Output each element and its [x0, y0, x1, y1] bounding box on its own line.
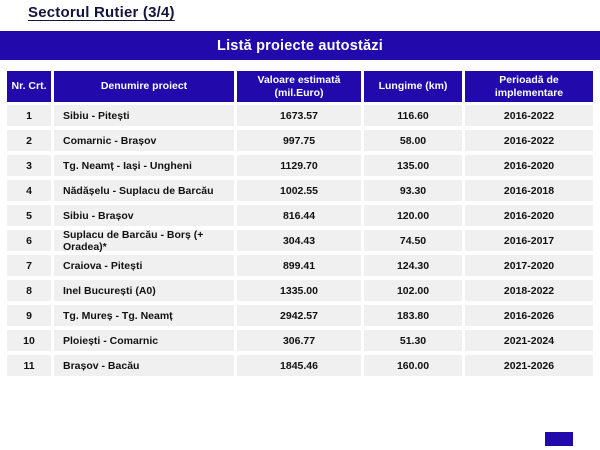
cell-period: 2016-2020	[465, 155, 593, 176]
cell-length: 120.00	[364, 205, 462, 226]
cell-length: 183.80	[364, 305, 462, 326]
header-cell-period: Perioadă de implementare	[465, 71, 593, 102]
table-header-row: Nr. Crt. Denumire proiect Valoare estima…	[7, 71, 593, 102]
cell-length: 93.30	[364, 180, 462, 201]
cell-length: 135.00	[364, 155, 462, 176]
cell-nr: 7	[7, 255, 51, 276]
table-row: 1 Sibiu - Pitești 1673.57 116.60 2016-20…	[7, 105, 593, 126]
header-cell-value: Valoare estimată (mil.Euro)	[237, 71, 361, 102]
table-row: 11 Brașov - Bacău 1845.46 160.00 2021-20…	[7, 355, 593, 376]
table-row: 5 Sibiu - Brașov 816.44 120.00 2016-2020	[7, 205, 593, 226]
cell-nr: 10	[7, 330, 51, 351]
table-row: 3 Tg. Neamț - Iași - Ungheni 1129.70 135…	[7, 155, 593, 176]
cell-value: 1002.55	[237, 180, 361, 201]
cell-period: 2016-2018	[465, 180, 593, 201]
cell-value: 1845.46	[237, 355, 361, 376]
table-row: 7 Craiova - Pitești 899.41 124.30 2017-2…	[7, 255, 593, 276]
cell-period: 2021-2026	[465, 355, 593, 376]
table-row: 8 Inel București (A0) 1335.00 102.00 201…	[7, 280, 593, 301]
cell-name: Inel București (A0)	[54, 280, 234, 301]
cell-period: 2016-2020	[465, 205, 593, 226]
cell-length: 160.00	[364, 355, 462, 376]
cell-length: 58.00	[364, 130, 462, 151]
page-title: Sectorul Rutier (3/4)	[28, 4, 175, 21]
cell-nr: 1	[7, 105, 51, 126]
cell-period: 2016-2022	[465, 105, 593, 126]
cell-name: Craiova - Pitești	[54, 255, 234, 276]
header-cell-length: Lungime (km)	[364, 71, 462, 102]
cell-value: 1673.57	[237, 105, 361, 126]
cell-name: Tg. Mureș - Tg. Neamț	[54, 305, 234, 326]
header-cell-nr: Nr. Crt.	[7, 71, 51, 102]
cell-length: 74.50	[364, 230, 462, 251]
cell-value: 2942.57	[237, 305, 361, 326]
table-row: 6 Suplacu de Barcău - Borș (+ Oradea)* 3…	[7, 229, 593, 253]
table-row: 9 Tg. Mureș - Tg. Neamț 2942.57 183.80 2…	[7, 305, 593, 326]
cell-value: 304.43	[237, 230, 361, 251]
corner-decoration-box	[545, 432, 573, 446]
cell-value: 816.44	[237, 205, 361, 226]
cell-name: Ploiești - Comarnic	[54, 330, 234, 351]
cell-period: 2016-2017	[465, 230, 593, 251]
banner-list-title: Listă proiecte autostăzi	[0, 31, 600, 60]
cell-nr: 6	[7, 230, 51, 251]
cell-name: Sibiu - Brașov	[54, 205, 234, 226]
cell-value: 997.75	[237, 130, 361, 151]
cell-value: 306.77	[237, 330, 361, 351]
cell-period: 2017-2020	[465, 255, 593, 276]
cell-nr: 9	[7, 305, 51, 326]
header-cell-name: Denumire proiect	[54, 71, 234, 102]
table-row: 2 Comarnic - Brașov 997.75 58.00 2016-20…	[7, 130, 593, 151]
cell-nr: 2	[7, 130, 51, 151]
cell-period: 2016-2026	[465, 305, 593, 326]
table-row: 10 Ploiești - Comarnic 306.77 51.30 2021…	[7, 330, 593, 351]
cell-value: 899.41	[237, 255, 361, 276]
cell-value: 1335.00	[237, 280, 361, 301]
cell-period: 2016-2022	[465, 130, 593, 151]
cell-period: 2021-2024	[465, 330, 593, 351]
cell-length: 116.60	[364, 105, 462, 126]
cell-name: Nădășelu - Suplacu de Barcău	[54, 180, 234, 201]
cell-length: 124.30	[364, 255, 462, 276]
cell-nr: 3	[7, 155, 51, 176]
table-body: 1 Sibiu - Pitești 1673.57 116.60 2016-20…	[7, 105, 593, 376]
cell-name: Tg. Neamț - Iași - Ungheni	[54, 155, 234, 176]
cell-name: Comarnic - Brașov	[54, 130, 234, 151]
cell-nr: 4	[7, 180, 51, 201]
cell-name: Suplacu de Barcău - Borș (+ Oradea)*	[54, 229, 234, 253]
cell-length: 51.30	[364, 330, 462, 351]
cell-nr: 11	[7, 355, 51, 376]
cell-length: 102.00	[364, 280, 462, 301]
cell-value: 1129.70	[237, 155, 361, 176]
cell-period: 2018-2022	[465, 280, 593, 301]
table-row: 4 Nădășelu - Suplacu de Barcău 1002.55 9…	[7, 180, 593, 201]
cell-name: Brașov - Bacău	[54, 355, 234, 376]
cell-nr: 5	[7, 205, 51, 226]
cell-nr: 8	[7, 280, 51, 301]
cell-name: Sibiu - Pitești	[54, 105, 234, 126]
